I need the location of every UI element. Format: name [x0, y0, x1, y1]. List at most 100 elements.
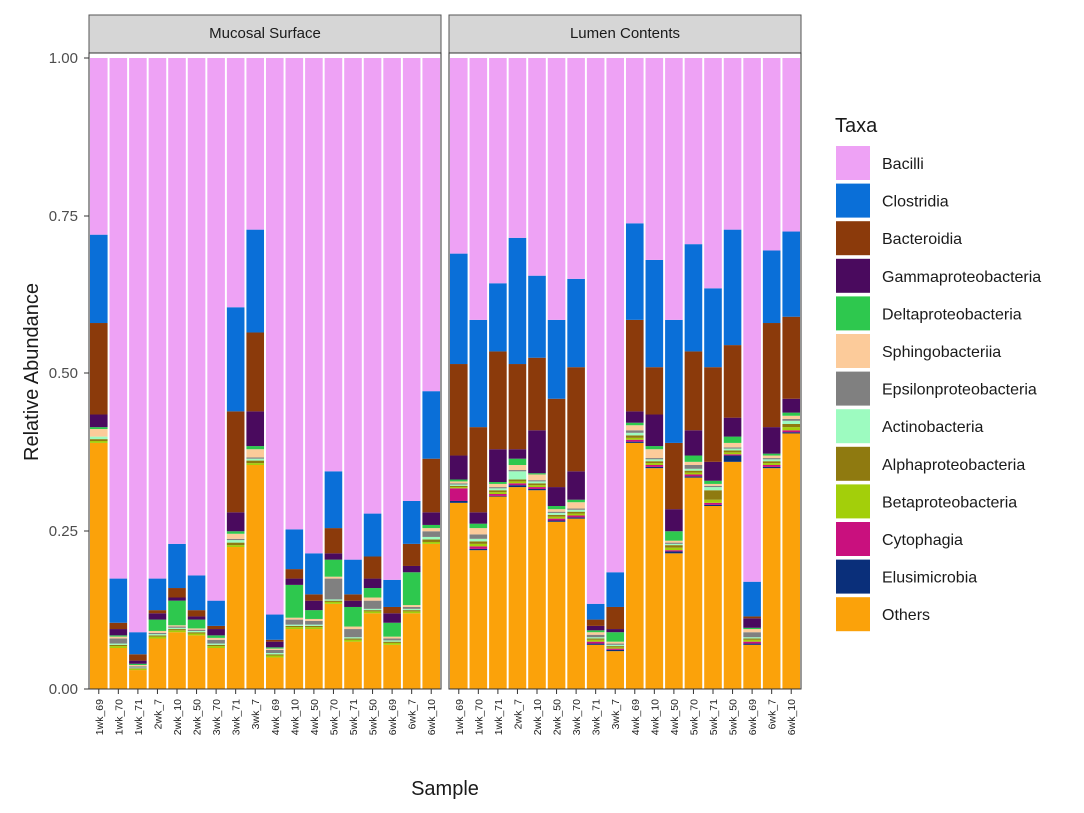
- bar-segment-deltaproteobacteria: [109, 635, 128, 637]
- legend-label: Bacteroidia: [882, 231, 962, 248]
- bar-segment-bacteroidia: [148, 610, 167, 614]
- x-tick-label: 3wk_71: [591, 699, 603, 735]
- bar-segment-alphaproteobacteria: [402, 610, 421, 612]
- bar-segment-sphingobacteriia: [129, 665, 147, 667]
- bar-segment-gammaproteobacteria: [586, 625, 605, 631]
- bar-segment-actinobacteria: [148, 634, 167, 636]
- bar-segment-epsilonproteobacteria: [449, 483, 468, 485]
- bar-segment-clostridia: [782, 231, 801, 317]
- bar-segment-elusimicrobia: [449, 500, 468, 503]
- panel-border-mucosal: [88, 52, 442, 690]
- bar-segment-bacilli: [449, 58, 468, 254]
- bar-segment-elusimicrobia: [508, 485, 527, 488]
- bar-segment-cytophagia: [528, 487, 546, 489]
- x-tick-label: 1wk_71: [133, 699, 145, 735]
- bar-segment-alphaproteobacteria: [207, 644, 225, 647]
- bar-segment-alphaproteobacteria: [109, 644, 128, 647]
- bar-segment-alphaproteobacteria: [762, 461, 781, 464]
- bar-segment-epsilonproteobacteria: [422, 531, 441, 537]
- bar-segment-cytophagia: [782, 430, 801, 433]
- bar-segment-elusimicrobia: [743, 643, 761, 645]
- bar-segment-betaproteobacteria: [528, 485, 546, 488]
- bar-segment-betaproteobacteria: [743, 639, 761, 642]
- bar-segment-bacteroidia: [207, 625, 225, 630]
- bar-segment-actinobacteria: [606, 644, 625, 647]
- bar-segment-sphingobacteriia: [684, 461, 703, 465]
- legend-swatch-elusimicrobia: [836, 559, 870, 594]
- bar-segment-epsilonproteobacteria: [645, 458, 664, 460]
- bar-segment-sphingobacteriia: [89, 429, 108, 437]
- bar-segment-actinobacteria: [168, 627, 186, 630]
- bar-segment-clostridia: [645, 259, 664, 368]
- bar-segment-deltaproteobacteria: [723, 436, 742, 443]
- bar-segment-others: [148, 638, 167, 689]
- bar-segment-alphaproteobacteria: [567, 511, 585, 514]
- legend-swatch-gammaproteobacteria: [836, 258, 870, 293]
- bar-segment-others: [586, 644, 605, 689]
- bar-segment-clostridia: [606, 572, 625, 607]
- bar-segment-betaproteobacteria: [762, 463, 781, 465]
- bar-segment-betaproteobacteria: [383, 642, 401, 645]
- bar-segment-epsilonproteobacteria: [704, 485, 722, 488]
- bar-segment-clostridia: [285, 529, 304, 570]
- bar-segment-cytophagia: [684, 474, 703, 477]
- bar-segment-elusimicrobia: [547, 520, 566, 522]
- bar-segment-alphaproteobacteria: [469, 541, 488, 544]
- bar-segment-bacilli: [547, 58, 566, 320]
- x-tick-labels: 1wk_69 1wk_70 1wk_71 2wk_7 2wk_10 2wk_50 3wk_7…: [94, 689, 798, 735]
- x-tick-label: 6wk_10: [786, 699, 798, 735]
- bar-segment-epsilonproteobacteria: [567, 508, 585, 510]
- bar-segment-others: [489, 496, 507, 689]
- x-tick-label: 1wk_70: [113, 699, 125, 735]
- legend-swatch-actinobacteria: [836, 409, 870, 444]
- bar-segment-actinobacteria: [207, 643, 225, 645]
- bar-segment-alphaproteobacteria: [246, 460, 265, 464]
- bar-segment-gammaproteobacteria: [743, 618, 761, 628]
- bar-segment-betaproteobacteria: [645, 463, 664, 465]
- bar-segment-clostridia: [567, 278, 585, 368]
- y-axis-title: Relative Abundance: [21, 283, 43, 461]
- bar-segment-bacteroidia: [422, 458, 441, 513]
- bar-segment-gammaproteobacteria: [567, 471, 585, 500]
- bar-segment-clostridia: [265, 614, 284, 640]
- bar-segment-deltaproteobacteria: [402, 572, 421, 606]
- bar-segment-sphingobacteriia: [383, 636, 401, 639]
- bar-segment-clostridia: [508, 237, 527, 365]
- bar-segment-elusimicrobia: [665, 551, 683, 554]
- bar-segment-betaproteobacteria: [704, 499, 722, 503]
- bar-segment-alphaproteobacteria: [383, 641, 401, 643]
- legend-label: Actinobacteria: [882, 419, 983, 436]
- bar-segment-gammaproteobacteria: [508, 449, 527, 459]
- bar-segment-deltaproteobacteria: [586, 630, 605, 633]
- legend: Taxa Bacilli Clostridia Bacteroidia Gammapr…: [835, 115, 1041, 632]
- x-tick-label: 4wk_69: [630, 699, 642, 735]
- bar-segment-actinobacteria: [665, 543, 683, 546]
- bar-segment-bacteroidia: [547, 398, 566, 488]
- bar-segment-betaproteobacteria: [89, 441, 108, 443]
- bar-segment-epsilonproteobacteria: [489, 487, 507, 489]
- bar-segment-elusimicrobia: [704, 504, 722, 507]
- bar-segment-cytophagia: [606, 648, 625, 650]
- bar-segment-deltaproteobacteria: [226, 531, 245, 534]
- bar-segment-deltaproteobacteria: [665, 531, 683, 541]
- bar-segment-others: [625, 442, 644, 689]
- bar-segment-gammaproteobacteria: [129, 660, 147, 664]
- bar-segment-gammaproteobacteria: [383, 613, 401, 623]
- bar-segment-clostridia: [547, 319, 566, 399]
- bar-segment-bacteroidia: [723, 345, 742, 418]
- bar-segment-deltaproteobacteria: [207, 635, 225, 638]
- facet-strip-mucosal: [88, 14, 442, 54]
- bar-segment-bacilli: [782, 58, 801, 232]
- bar-segment-others: [305, 629, 323, 689]
- bar-segment-epsilonproteobacteria: [469, 534, 488, 539]
- bar-segment-actinobacteria: [743, 637, 761, 639]
- bar-segment-bacilli: [762, 58, 781, 251]
- x-tick-label: 3wk_7: [250, 699, 262, 730]
- bar-segment-sphingobacteriia: [305, 618, 323, 621]
- x-tick-label: 6wk_10: [426, 699, 438, 735]
- bar-segment-others: [207, 647, 225, 689]
- x-tick-label: 4wk_69: [270, 699, 282, 735]
- bar-segment-betaproteobacteria: [129, 668, 147, 671]
- bar-segment-betaproteobacteria: [109, 646, 128, 648]
- bar-segment-deltaproteobacteria: [129, 663, 147, 666]
